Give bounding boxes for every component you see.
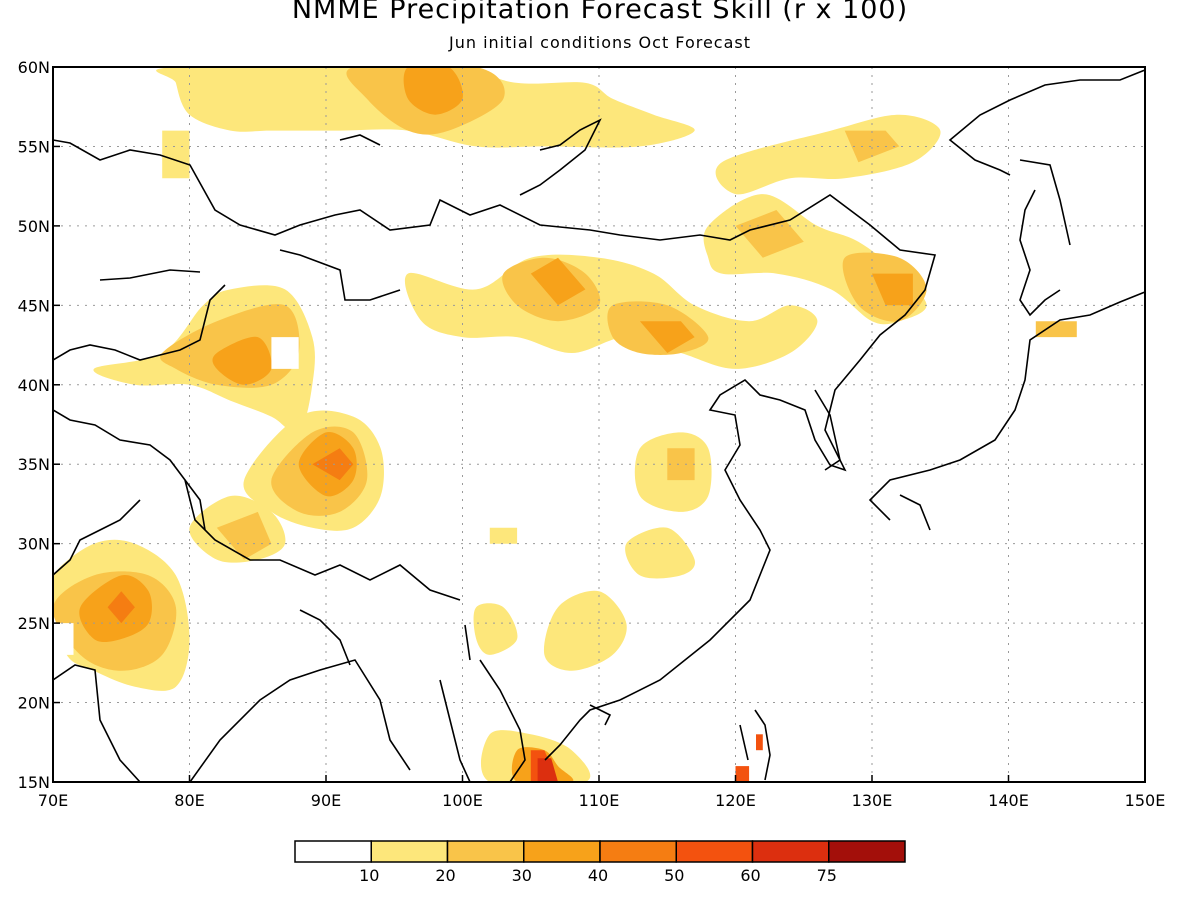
colorbar-swatch — [370, 840, 449, 863]
lon-tick-label: 70E — [38, 791, 68, 810]
lat-tick-label: 40N — [18, 376, 50, 395]
coastline-outline — [53, 69, 1145, 782]
shaded-region-inner-mongolia-core — [639, 321, 695, 353]
shaded-region-hokkaido — [1035, 321, 1077, 338]
lat-tick-label: 30N — [18, 535, 50, 554]
lon-tick-label: 90E — [311, 791, 341, 810]
colorbar-level-label: 75 — [817, 866, 837, 885]
chart-subtitle: Jun initial conditions Oct Forecast — [448, 33, 752, 52]
longitude-tick-labels: 70E 80E 90E 100E 110E 120E 130E 140E 150E — [38, 791, 1166, 810]
shaded-region-west-siberia-spot — [162, 130, 190, 179]
shaded-region-himalaya-mid — [216, 511, 272, 560]
lat-tick-label: 55N — [18, 137, 50, 156]
skill-shading — [53, 67, 1077, 782]
colorbar-level-label: 40 — [588, 866, 608, 885]
colorbar-level-label: 10 — [359, 866, 379, 885]
shaded-region-mongolia-core — [530, 257, 586, 306]
shaded-region-pakistan-hot — [107, 591, 135, 624]
colorbar-swatch — [446, 840, 525, 863]
colorbar-level-label: 30 — [512, 866, 532, 885]
shaded-region-manchuria-mid — [735, 210, 804, 258]
colorbar-level-label: 60 — [740, 866, 760, 885]
lon-tick-label: 100E — [442, 791, 483, 810]
shaded-region-manchuria-east-core — [872, 273, 913, 306]
shaded-region-jiangnan-band — [625, 527, 696, 579]
colorbar-swatch — [294, 840, 372, 863]
lat-tick-label: 45N — [18, 296, 50, 315]
map-gridlines — [52, 66, 1146, 783]
shaded-region-north-core — [403, 67, 463, 115]
lat-tick-label: 60N — [18, 58, 50, 77]
lon-tick-label: 130E — [852, 791, 893, 810]
shaded-region-east-china-mid — [667, 448, 695, 481]
lon-tick-label: 120E — [715, 791, 756, 810]
lon-tick-label: 80E — [174, 791, 204, 810]
lon-tick-label: 150E — [1125, 791, 1166, 810]
colorbar-swatch — [599, 840, 677, 863]
shaded-region-far-east-north-mid — [844, 130, 900, 163]
shaded-region-mekong-core — [537, 758, 558, 782]
colorbar-legend: 10 20 30 40 50 60 75 — [294, 840, 906, 885]
shaded-region-tibet-hot — [312, 448, 354, 481]
lat-tick-label: 15N — [18, 773, 50, 792]
colorbar-swatch — [751, 840, 830, 863]
lat-tick-label: 50N — [18, 217, 50, 236]
lat-tick-label: 20N — [18, 694, 50, 713]
colorbar-swatch — [675, 840, 754, 863]
shaded-region-far-east-north — [715, 114, 941, 195]
shaded-region-luzon-north — [756, 734, 763, 751]
colorbar-level-label: 20 — [435, 866, 455, 885]
shaded-region-dzungaria-core — [212, 336, 272, 385]
shaded-region-luzon-south — [735, 766, 750, 782]
lon-tick-label: 110E — [579, 791, 620, 810]
shaded-region-central-china-spot — [489, 527, 518, 544]
missing-cell-west — [53, 623, 74, 655]
chart-title: NMME Precipitation Forecast Skill (r x 1… — [291, 0, 909, 25]
lat-tick-label: 35N — [18, 455, 50, 474]
colorbar-level-label: 50 — [664, 866, 684, 885]
colorbar-swatch — [523, 840, 601, 863]
shaded-region-south-china-band — [543, 590, 627, 671]
lat-tick-label: 25N — [18, 614, 50, 633]
latitude-tick-labels: 15N 20N 25N 30N 35N 40N 45N 50N 55N 60N — [18, 58, 50, 792]
lon-tick-label: 140E — [988, 791, 1029, 810]
missing-cell-tibet — [271, 337, 299, 369]
shaded-region-yunnan-band — [473, 603, 518, 655]
plot-frame — [52, 66, 1146, 783]
colorbar-swatch — [828, 840, 906, 863]
